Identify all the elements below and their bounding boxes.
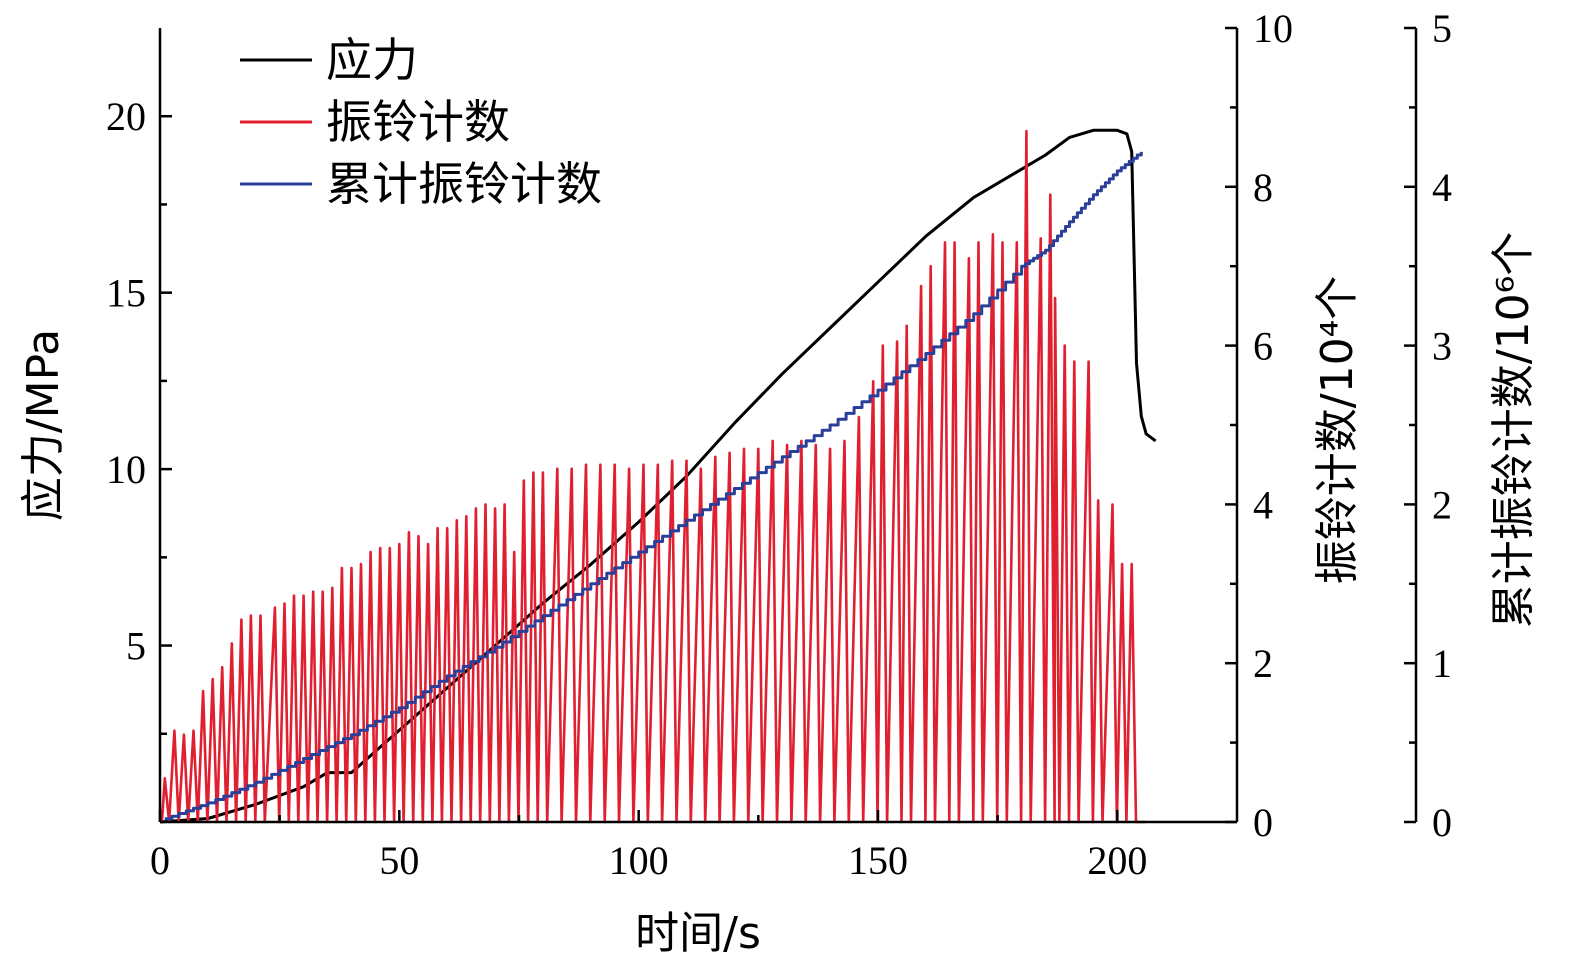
y-right1-tick-label: 8 (1253, 165, 1273, 210)
y-left-tick-label: 5 (126, 624, 146, 669)
y-right2-tick-label: 5 (1432, 6, 1452, 51)
y-left-axis-title: 应力/MPa (18, 329, 69, 521)
legend-label-1: 应力 (326, 33, 418, 87)
y-right1-tick-label: 6 (1253, 324, 1273, 369)
x-tick-label: 200 (1087, 838, 1147, 883)
y-right1-axis-title: 振铃计数/10⁴个 (1312, 276, 1363, 584)
y-right1-tick-label: 4 (1253, 482, 1273, 527)
y-left-tick-label: 20 (106, 94, 146, 139)
series-line-2 (160, 129, 1146, 824)
y-right2-tick-label: 1 (1432, 641, 1452, 686)
legend-label-3: 累计振铃计数 (326, 157, 602, 211)
x-axis-title: 时间/s (635, 908, 761, 959)
y-left-tick-label: 15 (106, 271, 146, 316)
x-tick-label: 100 (609, 838, 669, 883)
legend-label-2: 振铃计数 (326, 95, 510, 149)
x-tick-label: 50 (379, 838, 419, 883)
plot-marks (159, 128, 1157, 824)
y-right1-tick-label: 10 (1253, 6, 1293, 51)
x-tick-label: 0 (150, 838, 170, 883)
x-tick-label: 150 (848, 838, 908, 883)
y-right2-tick-label: 3 (1432, 324, 1452, 369)
y-left-tick-label: 10 (106, 447, 146, 492)
y-right2-tick-label: 2 (1432, 482, 1452, 527)
axis-titles: 时间/s 应力/MPa 振铃计数/10⁴个 累计振铃计数/10⁶个 (18, 232, 1539, 959)
series-line-3 (164, 151, 1143, 821)
y-right1-tick-label: 0 (1253, 800, 1273, 845)
y-right2-axis-title: 累计振铃计数/10⁶个 (1488, 232, 1539, 628)
y-right2-tick-label: 0 (1432, 800, 1452, 845)
y-right1-tick-label: 2 (1253, 641, 1273, 686)
y-right2-tick-label: 4 (1432, 165, 1452, 210)
